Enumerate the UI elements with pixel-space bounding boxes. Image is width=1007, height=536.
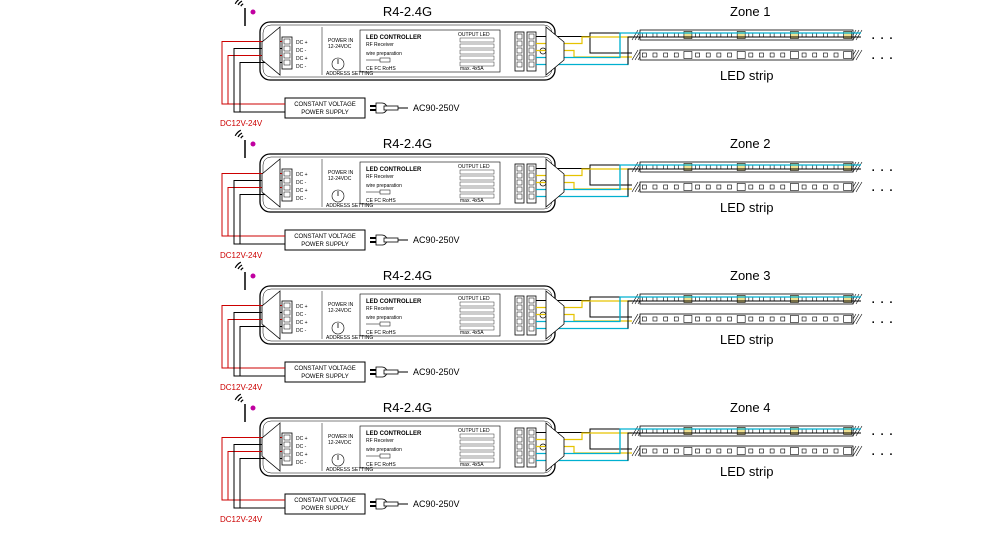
- dc-label: DC12V-24V: [220, 515, 263, 524]
- svg-text:DC +: DC +: [296, 188, 308, 194]
- svg-text:DC +: DC +: [296, 40, 308, 46]
- dc-label: DC12V-24V: [220, 119, 263, 128]
- dc-label: DC12V-24V: [220, 383, 263, 392]
- svg-text:12-24VDC: 12-24VDC: [328, 176, 352, 182]
- svg-text:12-24VDC: 12-24VDC: [328, 308, 352, 314]
- svg-text:DC +: DC +: [296, 172, 308, 178]
- controller-title: LED CONTROLLER: [366, 167, 422, 173]
- strip-label: LED strip: [720, 200, 773, 215]
- svg-text:. . .: . . .: [871, 290, 893, 307]
- svg-text:ADDRESS SETTING: ADDRESS SETTING: [326, 467, 373, 473]
- psu-line2: POWER SUPPLY: [301, 506, 349, 512]
- zone-4: R4-2.4G Zone 4 DC + DC - DC + DC - LED CONTROL…: [220, 394, 893, 524]
- svg-text:DC -: DC -: [296, 460, 307, 466]
- svg-text:DC +: DC +: [296, 320, 308, 326]
- psu-line2: POWER SUPPLY: [301, 374, 349, 380]
- dc-label: DC12V-24V: [220, 251, 263, 260]
- zone-3: R4-2.4G Zone 3 DC + DC - DC + DC - LED CONTROL…: [220, 262, 893, 392]
- svg-text:max. 4x5A: max. 4x5A: [460, 462, 484, 468]
- controller-subtitle: RF Receiver: [366, 306, 394, 312]
- psu-line1: CONSTANT VOLTAGE: [294, 366, 356, 372]
- svg-text:ADDRESS SETTING: ADDRESS SETTING: [326, 203, 373, 209]
- svg-text:max. 4x5A: max. 4x5A: [460, 198, 484, 204]
- svg-text:DC +: DC +: [296, 436, 308, 442]
- svg-text:wire preparation: wire preparation: [366, 315, 402, 321]
- ac-label: AC90-250V: [413, 235, 460, 245]
- svg-text:DC -: DC -: [296, 328, 307, 334]
- svg-text:12-24VDC: 12-24VDC: [328, 440, 352, 446]
- model-label: R4-2.4G: [383, 136, 432, 151]
- zone-label: Zone 1: [730, 4, 770, 19]
- psu-line1: CONSTANT VOLTAGE: [294, 498, 356, 504]
- ac-label: AC90-250V: [413, 367, 460, 377]
- controller-subtitle: RF Receiver: [366, 438, 394, 444]
- svg-text:. . .: . . .: [871, 178, 893, 195]
- model-label: R4-2.4G: [383, 4, 432, 19]
- psu-line1: CONSTANT VOLTAGE: [294, 234, 356, 240]
- svg-text:DC -: DC -: [296, 64, 307, 70]
- controller-subtitle: RF Receiver: [366, 174, 394, 180]
- svg-text:wire preparation: wire preparation: [366, 51, 402, 57]
- strip-label: LED strip: [720, 464, 773, 479]
- svg-text:OUTPUT LED: OUTPUT LED: [458, 32, 490, 38]
- controller-title: LED CONTROLLER: [366, 431, 422, 437]
- svg-text:DC -: DC -: [296, 312, 307, 318]
- svg-text:DC +: DC +: [296, 452, 308, 458]
- svg-text:OUTPUT LED: OUTPUT LED: [458, 164, 490, 170]
- svg-text:DC +: DC +: [296, 304, 308, 310]
- svg-text:ADDRESS SETTING: ADDRESS SETTING: [326, 71, 373, 77]
- ac-label: AC90-250V: [413, 499, 460, 509]
- svg-text:. . .: . . .: [871, 46, 893, 63]
- strip-label: LED strip: [720, 68, 773, 83]
- model-label: R4-2.4G: [383, 268, 432, 283]
- svg-text:ADDRESS SETTING: ADDRESS SETTING: [326, 335, 373, 341]
- svg-text:OUTPUT LED: OUTPUT LED: [458, 428, 490, 434]
- svg-text:DC -: DC -: [296, 48, 307, 54]
- svg-text:12-24VDC: 12-24VDC: [328, 44, 352, 50]
- svg-text:DC -: DC -: [296, 196, 307, 202]
- psu-line2: POWER SUPPLY: [301, 242, 349, 248]
- svg-text:DC +: DC +: [296, 56, 308, 62]
- controller-title: LED CONTROLLER: [366, 299, 422, 305]
- svg-text:. . .: . . .: [871, 158, 893, 175]
- svg-text:. . .: . . .: [871, 442, 893, 459]
- svg-text:. . .: . . .: [871, 422, 893, 439]
- controller-subtitle: RF Receiver: [366, 42, 394, 48]
- model-label: R4-2.4G: [383, 400, 432, 415]
- zone-1: R4-2.4G Zone 1 DC + DC - DC + DC - LED CONTROL…: [220, 0, 893, 128]
- svg-text:. . .: . . .: [871, 26, 893, 43]
- zone-label: Zone 2: [730, 136, 770, 151]
- svg-text:wire preparation: wire preparation: [366, 183, 402, 189]
- zone-label: Zone 4: [730, 400, 770, 415]
- ac-label: AC90-250V: [413, 103, 460, 113]
- controller-title: LED CONTROLLER: [366, 35, 422, 41]
- svg-text:max. 4x5A: max. 4x5A: [460, 330, 484, 336]
- svg-text:OUTPUT LED: OUTPUT LED: [458, 296, 490, 302]
- svg-text:DC -: DC -: [296, 444, 307, 450]
- svg-text:wire preparation: wire preparation: [366, 447, 402, 453]
- psu-line1: CONSTANT VOLTAGE: [294, 102, 356, 108]
- svg-text:DC -: DC -: [296, 180, 307, 186]
- zone-2: R4-2.4G Zone 2 DC + DC - DC + DC - LED CONTROL…: [220, 130, 893, 260]
- zone-label: Zone 3: [730, 268, 770, 283]
- strip-label: LED strip: [720, 332, 773, 347]
- svg-text:max. 4x5A: max. 4x5A: [460, 66, 484, 72]
- psu-line2: POWER SUPPLY: [301, 110, 349, 116]
- svg-text:. . .: . . .: [871, 310, 893, 327]
